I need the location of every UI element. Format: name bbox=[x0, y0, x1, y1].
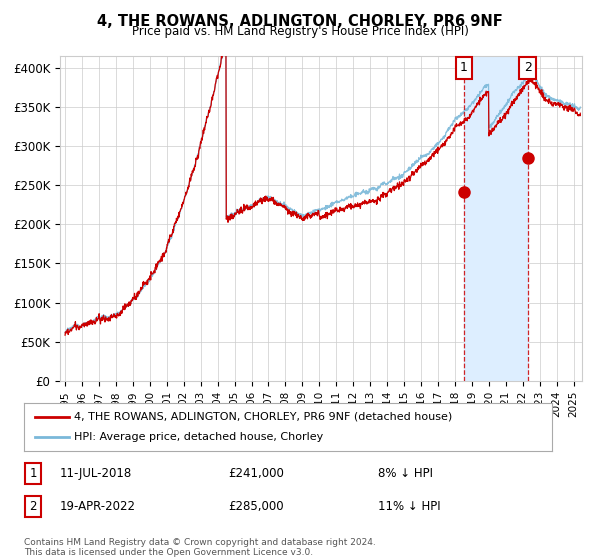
Text: 11-JUL-2018: 11-JUL-2018 bbox=[60, 466, 132, 480]
Text: 2: 2 bbox=[524, 61, 532, 74]
Text: 4, THE ROWANS, ADLINGTON, CHORLEY, PR6 9NF: 4, THE ROWANS, ADLINGTON, CHORLEY, PR6 9… bbox=[97, 14, 503, 29]
Text: 4, THE ROWANS, ADLINGTON, CHORLEY, PR6 9NF (detached house): 4, THE ROWANS, ADLINGTON, CHORLEY, PR6 9… bbox=[74, 412, 452, 422]
Text: Price paid vs. HM Land Registry's House Price Index (HPI): Price paid vs. HM Land Registry's House … bbox=[131, 25, 469, 38]
Text: 2: 2 bbox=[29, 500, 37, 514]
Bar bbox=[464, 56, 528, 381]
Text: HPI: Average price, detached house, Chorley: HPI: Average price, detached house, Chor… bbox=[74, 432, 323, 442]
Text: 1: 1 bbox=[460, 61, 468, 74]
Text: £285,000: £285,000 bbox=[228, 500, 284, 514]
Text: 11% ↓ HPI: 11% ↓ HPI bbox=[378, 500, 440, 514]
Text: £241,000: £241,000 bbox=[228, 466, 284, 480]
Text: 1: 1 bbox=[29, 466, 37, 480]
Text: 19-APR-2022: 19-APR-2022 bbox=[60, 500, 136, 514]
Text: Contains HM Land Registry data © Crown copyright and database right 2024.
This d: Contains HM Land Registry data © Crown c… bbox=[24, 538, 376, 557]
Text: 8% ↓ HPI: 8% ↓ HPI bbox=[378, 466, 433, 480]
